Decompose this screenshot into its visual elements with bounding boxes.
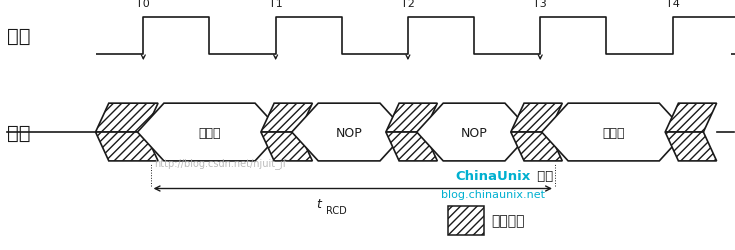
- Polygon shape: [665, 132, 717, 161]
- Text: $t$: $t$: [316, 197, 323, 210]
- Text: ChinaUnix: ChinaUnix: [456, 170, 531, 183]
- Text: NOP: NOP: [336, 126, 362, 139]
- Text: T2: T2: [401, 0, 415, 9]
- Polygon shape: [261, 132, 312, 161]
- Text: T3: T3: [534, 0, 547, 9]
- Polygon shape: [542, 104, 686, 161]
- Polygon shape: [511, 132, 562, 161]
- Polygon shape: [511, 104, 562, 132]
- Text: T0: T0: [137, 0, 150, 9]
- Text: http://blog.csdn.net/njuit_jf: http://blog.csdn.net/njuit_jf: [154, 157, 287, 168]
- Text: 命令: 命令: [7, 123, 31, 142]
- Text: 行有效: 行有效: [198, 126, 220, 139]
- Polygon shape: [386, 132, 437, 161]
- Polygon shape: [137, 104, 282, 161]
- Text: T4: T4: [666, 0, 679, 9]
- Polygon shape: [417, 104, 531, 161]
- Text: 博客: 博客: [533, 170, 553, 183]
- Text: NOP: NOP: [461, 126, 487, 139]
- Text: 读或写: 读或写: [603, 126, 625, 139]
- Text: T1: T1: [269, 0, 282, 9]
- Polygon shape: [96, 132, 158, 161]
- Polygon shape: [261, 104, 312, 132]
- Polygon shape: [386, 104, 437, 132]
- Polygon shape: [292, 104, 406, 161]
- Text: blog.chinaunix.net: blog.chinaunix.net: [441, 189, 545, 199]
- Text: RCD: RCD: [326, 205, 346, 215]
- Polygon shape: [448, 206, 484, 235]
- Polygon shape: [96, 104, 158, 132]
- Text: 不用关心: 不用关心: [491, 214, 525, 228]
- Text: 时钟: 时钟: [7, 27, 31, 46]
- Polygon shape: [665, 104, 717, 132]
